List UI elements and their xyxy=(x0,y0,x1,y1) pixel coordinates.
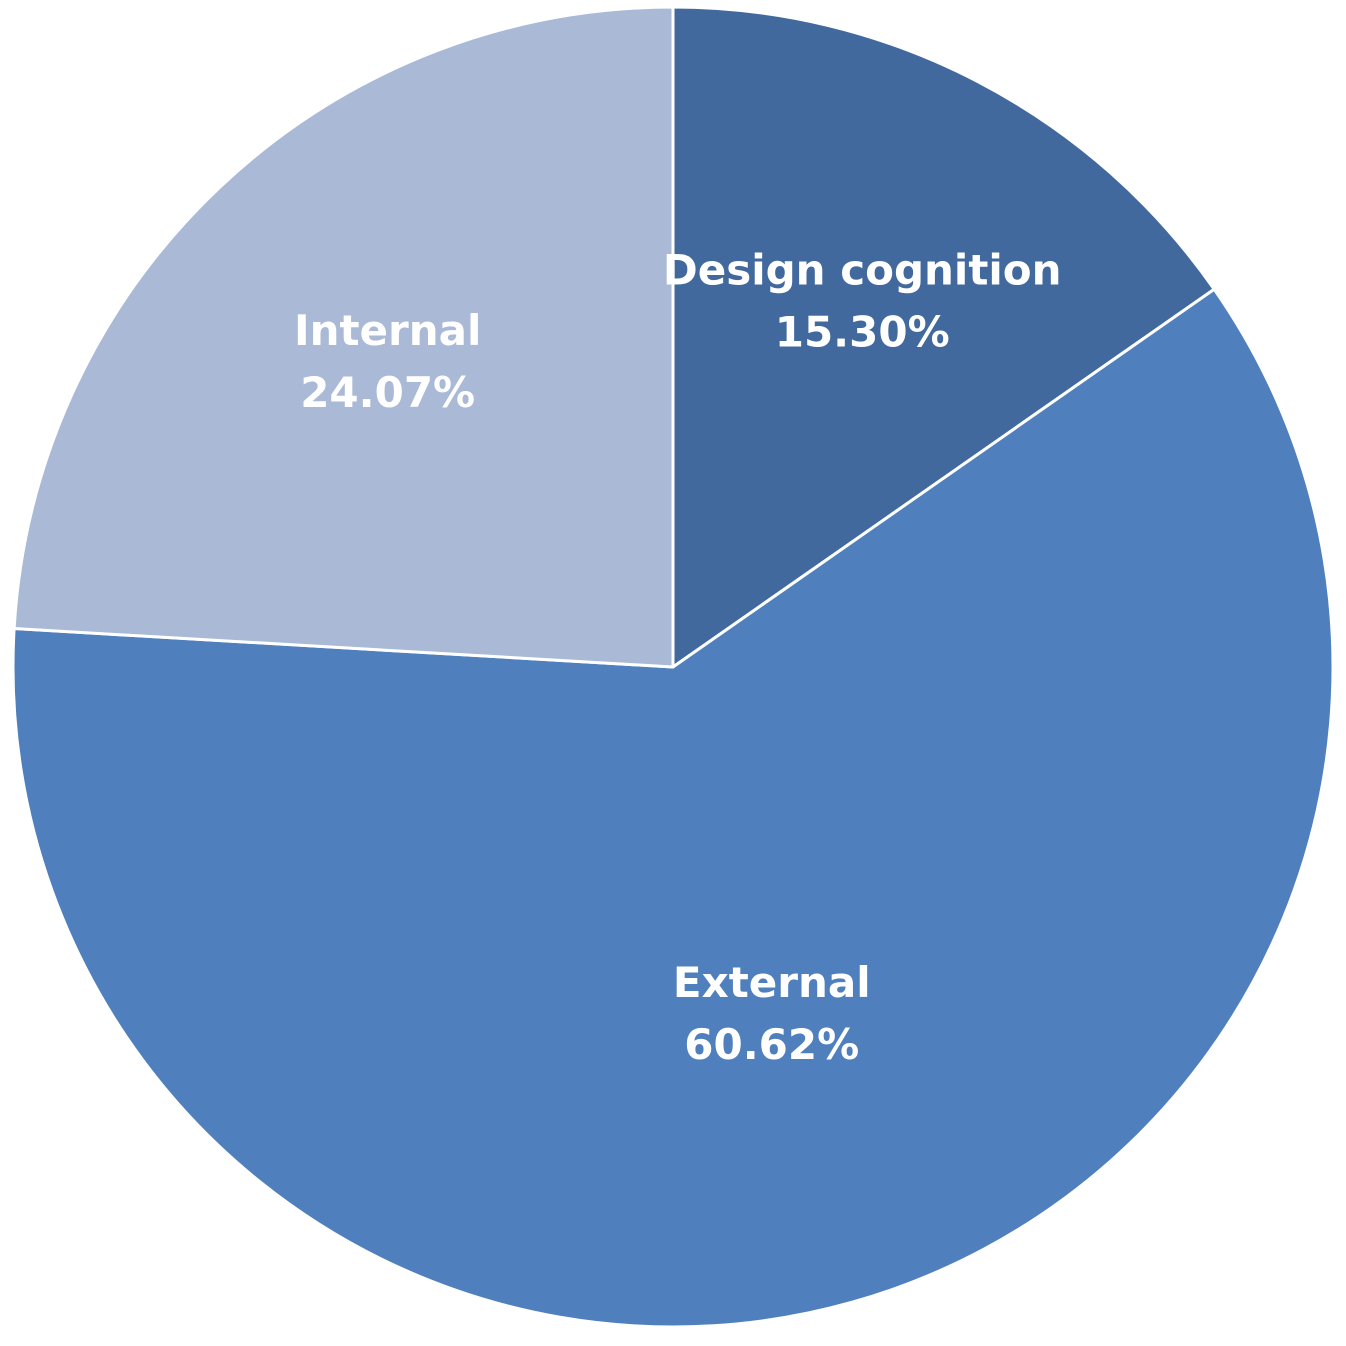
slice-external xyxy=(11,287,1335,1329)
slice-value-internal: 24.07% xyxy=(300,368,475,417)
slice-internal xyxy=(12,5,675,669)
slice-value-design-cognition: 15.30% xyxy=(775,308,950,357)
labels-layer: Design cognition 15.30% External 60.62% Inte… xyxy=(294,246,1062,1069)
slice-label-design-cognition: Design cognition xyxy=(663,246,1062,295)
slices-layer xyxy=(11,5,1335,1329)
slice-design-cognition xyxy=(671,5,1216,669)
slice-value-external: 60.62% xyxy=(684,1020,859,1069)
slice-label-internal: Internal xyxy=(294,306,481,355)
slice-label-external: External xyxy=(673,958,871,1007)
